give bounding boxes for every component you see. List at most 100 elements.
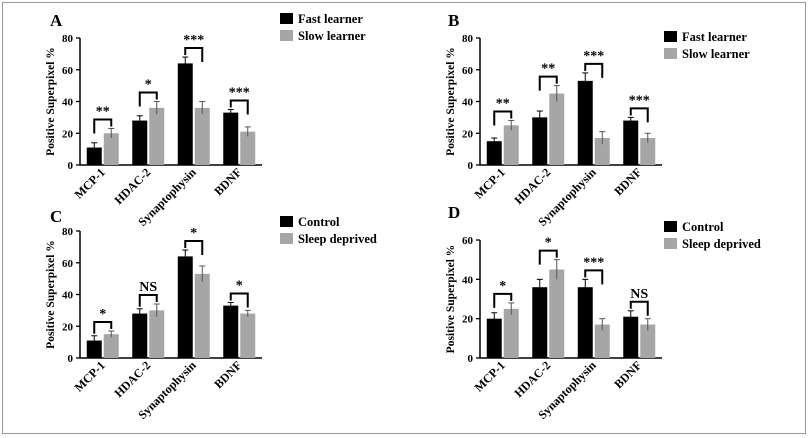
significance-label: ** — [541, 62, 555, 77]
legend-label: Control — [682, 220, 724, 234]
y-axis-label: Positive Superpixel % — [45, 240, 57, 349]
significance-label: * — [545, 236, 552, 251]
significance-bracket — [184, 240, 204, 256]
y-tick-label: 20 — [62, 128, 74, 140]
x-tick-label: HDAC-2 — [111, 358, 153, 400]
y-tick-label: 0 — [68, 160, 74, 172]
bar-series1 — [577, 80, 593, 165]
bar-series2 — [640, 324, 656, 358]
bar-series1 — [132, 313, 148, 358]
legend-label: Sleep deprived — [298, 232, 377, 246]
bar-series1 — [223, 112, 239, 165]
significance-label: *** — [183, 33, 204, 48]
bar-series1 — [223, 305, 239, 358]
chart-panel-d: D 0 20 40 60 Positive Superpixel % * MCP-1 * HDAC… — [445, 203, 761, 422]
y-axis-label: Positive Superpixel % — [45, 47, 57, 156]
bar-series2 — [549, 269, 565, 358]
significance-bracket — [138, 294, 158, 307]
y-tick-label: 80 — [62, 226, 74, 238]
y-tick-label: 60 — [62, 258, 74, 270]
y-axis-label: Positive Superpixel % — [445, 245, 457, 354]
significance-label: * — [236, 278, 243, 293]
significance-label: NS — [139, 280, 157, 295]
significance-label: ** — [496, 97, 510, 112]
significance-label: * — [99, 307, 106, 322]
x-tick-label: BDNF — [211, 358, 244, 391]
significance-label: NS — [630, 287, 648, 302]
significance-bracket — [629, 300, 649, 316]
significance-label: *** — [629, 93, 650, 108]
bar-series2 — [640, 138, 656, 165]
legend-swatch — [280, 233, 293, 244]
significance-label: *** — [583, 49, 604, 64]
legend-label: Fast learner — [682, 30, 747, 44]
bar-series2 — [549, 93, 565, 165]
y-tick-label: 40 — [62, 97, 74, 109]
significance-label: * — [190, 226, 197, 241]
legend-label: Sleep deprived — [682, 237, 761, 251]
bar-series1 — [177, 63, 193, 165]
x-tick-label: HDAC-2 — [111, 165, 153, 207]
significance-label: ** — [96, 104, 110, 119]
bar-series2 — [194, 107, 210, 165]
significance-bracket — [584, 269, 604, 285]
significance-bracket — [493, 292, 513, 308]
legend-swatch — [664, 221, 677, 232]
chart-panel-a: A 0 20 40 60 80 Positive Superpixel % ** MCP-1 * H… — [45, 11, 366, 229]
significance-bracket — [493, 110, 513, 126]
panel-letter: A — [50, 11, 63, 30]
significance-bracket — [584, 62, 604, 78]
y-axis-label: Positive Superpixel % — [445, 47, 457, 156]
significance-bracket — [538, 249, 558, 265]
bar-series2 — [103, 334, 119, 358]
bar-series2 — [240, 131, 256, 165]
legend-swatch — [280, 13, 293, 24]
bar-series2 — [103, 133, 119, 165]
bar-series2 — [240, 313, 256, 358]
bar-series2 — [149, 310, 165, 358]
significance-label: *** — [229, 85, 250, 100]
x-tick-label: HDAC-2 — [511, 358, 553, 400]
significance-bracket — [229, 292, 249, 308]
legend-label: Slow learner — [682, 47, 750, 61]
legend-swatch — [664, 238, 677, 249]
significance-label: * — [499, 279, 506, 294]
x-tick-label: MCP-1 — [472, 165, 508, 201]
bar-series1 — [532, 287, 548, 358]
panel-letter: D — [448, 203, 460, 222]
bar-series2 — [594, 138, 610, 165]
x-tick-label: MCP-1 — [472, 358, 508, 394]
x-tick-label: BDNF — [611, 358, 644, 391]
legend-swatch — [280, 216, 293, 227]
y-tick-label: 0 — [468, 353, 474, 365]
y-tick-label: 60 — [462, 65, 474, 77]
y-tick-label: 60 — [62, 65, 74, 77]
y-tick-label: 60 — [462, 235, 474, 247]
legend-label: Control — [298, 215, 340, 229]
bar-series2 — [594, 324, 610, 358]
y-tick-label: 40 — [462, 97, 474, 109]
bar-series1 — [486, 141, 502, 165]
significance-bracket — [629, 107, 649, 123]
significance-bracket — [229, 99, 249, 115]
significance-bracket — [138, 91, 158, 107]
y-tick-label: 20 — [62, 321, 74, 333]
y-tick-label: 40 — [462, 274, 474, 286]
chart-panel-b: B 0 20 40 60 80 Positive Superpixel % ** MCP-1 **… — [445, 11, 750, 229]
bar-series1 — [577, 287, 593, 358]
legend-swatch — [664, 48, 677, 59]
bar-series2 — [149, 107, 165, 165]
bar-series1 — [86, 147, 102, 165]
legend-swatch — [664, 31, 677, 42]
significance-bracket — [93, 321, 113, 334]
bar-series2 — [503, 308, 519, 358]
bar-series1 — [623, 316, 639, 358]
legend-label: Fast learner — [298, 12, 363, 26]
x-tick-label: MCP-1 — [72, 358, 108, 394]
y-tick-label: 0 — [468, 160, 474, 172]
y-tick-label: 0 — [68, 353, 74, 365]
y-tick-label: 80 — [462, 33, 474, 45]
significance-bracket — [538, 75, 558, 91]
x-tick-label: BDNF — [611, 165, 644, 198]
